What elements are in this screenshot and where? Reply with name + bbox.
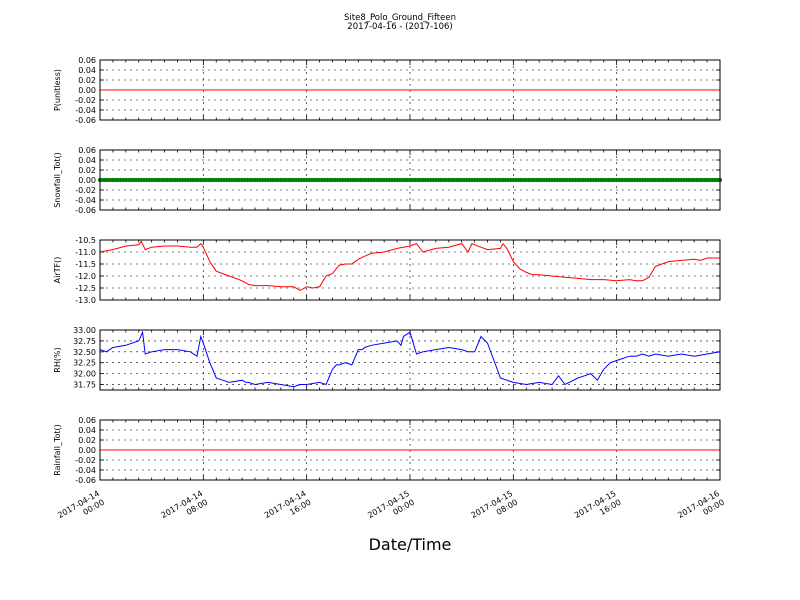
panel-5-ytick-label: -0.04 [75, 466, 96, 475]
panel-1-ytick-label: 0.06 [78, 56, 96, 65]
panels: 0.060.040.020.00-0.02-0.04-0.06P(unitles… [53, 56, 723, 485]
panel-1-frame [99, 59, 721, 121]
panel-2-ytick-label: -0.06 [75, 206, 96, 215]
panel-2-ylabel: Snowfall_Tot() [53, 152, 62, 208]
panel-3-series-1-line [99, 240, 720, 291]
x-tick-label: 2017-04-1508:00 [470, 489, 520, 529]
panel-3-ytick-label: -13.0 [75, 296, 96, 305]
panel-5-ytick-label: 0.06 [78, 416, 96, 425]
figure-subtitle: 2017-04-16 - (2017-106) [347, 22, 452, 32]
panel-3-ytick-label: -10.5 [75, 236, 96, 245]
panel-4-ytick-label: 32.25 [73, 359, 96, 368]
panel-1-ylabel: P(unitless) [53, 69, 62, 111]
x-tick-label: 2017-04-1408:00 [160, 489, 210, 529]
panel-4-ytick-label: 32.75 [73, 337, 96, 346]
panel-5-ytick-label: 0.04 [78, 426, 96, 435]
panel-5-ytick-label: 0.02 [78, 436, 96, 445]
panel-5-ytick-label: 0.00 [78, 446, 96, 455]
panel-4-ytick-label: 33.00 [73, 326, 96, 335]
panel-3-ytick-label: -12.5 [75, 284, 96, 293]
panel-2-ytick-label: 0.02 [78, 166, 96, 175]
panel-1-ytick-label: -0.04 [75, 106, 96, 115]
panel-1-ytick-label: 0.04 [78, 66, 96, 75]
panel-2-frame [99, 149, 721, 211]
x-tick-label: 2017-04-1600:00 [676, 489, 726, 529]
panel-4-ytick-label: 31.75 [73, 381, 96, 390]
panel-3-frame [99, 239, 721, 301]
panel-4-series-1-line [99, 330, 721, 388]
panel-3: -10.5 -11.0 -11.5 -12.0 -12.5 -13.0 AirTF() [53, 236, 721, 305]
x-tick-label: 2017-04-1400:00 [56, 489, 106, 529]
panel-5: 0.060.040.020.00-0.02-0.04-0.06 Rainfall_… [53, 416, 721, 485]
panel-2-ytick-label: 0.00 [78, 176, 96, 185]
panel-5-ytick-label: -0.02 [75, 456, 96, 465]
panel-1-ytick-label: 0.00 [78, 86, 96, 95]
panel-3-ylabel: AirTF() [53, 257, 62, 284]
panel-2-ytick-label: -0.02 [75, 186, 96, 195]
panel-2: 0.060.040.020.00-0.02-0.04-0.06 Snowfall_… [53, 146, 723, 215]
panel-2-ytick-label: 0.06 [78, 146, 96, 155]
panel-4: 33.00 32.75 32.50 32.25 32.00 31.75 RH(%) [53, 326, 721, 391]
panel-1-ytick-label: 0.02 [78, 76, 96, 85]
panel-4-frame [99, 329, 721, 391]
panel-4-ytick-label: 32.00 [73, 370, 96, 379]
panel-3-ytick-label: -12.0 [75, 272, 96, 281]
panel-2-ytick-label: 0.04 [78, 156, 96, 165]
panel-3-ytick-label: -11.0 [75, 248, 96, 257]
panel-2-series-1 [97, 177, 723, 183]
panel-5-frame [99, 419, 721, 481]
panel-1-ytick-label: -0.02 [75, 96, 96, 105]
x-axis-ticks: 2017-04-1400:00 2017-04-1408:00 2017-04-14… [56, 489, 726, 529]
panel-5-ytick-label: -0.06 [75, 476, 96, 485]
panel-4-ytick-label: 32.50 [73, 348, 96, 357]
panel-5-ylabel: Rainfall_Tot() [53, 424, 62, 476]
x-tick-label: 2017-04-1516:00 [573, 489, 623, 529]
panel-3-ytick-label: -11.5 [75, 260, 96, 269]
panel-2-ytick-label: -0.04 [75, 196, 96, 205]
panel-1-ytick-label: -0.06 [75, 116, 96, 125]
x-tick-label: 2017-04-1500:00 [366, 489, 416, 529]
figure-title: Site8_Polo_Ground_Fifteen [344, 13, 456, 23]
panel-1: 0.060.040.020.00-0.02-0.04-0.06 P(unitles… [53, 56, 721, 125]
panel-4-ylabel: RH(%) [53, 347, 62, 372]
x-tick-label: 2017-04-1416:00 [263, 489, 313, 529]
x-axis-label: Date/Time [369, 535, 452, 554]
